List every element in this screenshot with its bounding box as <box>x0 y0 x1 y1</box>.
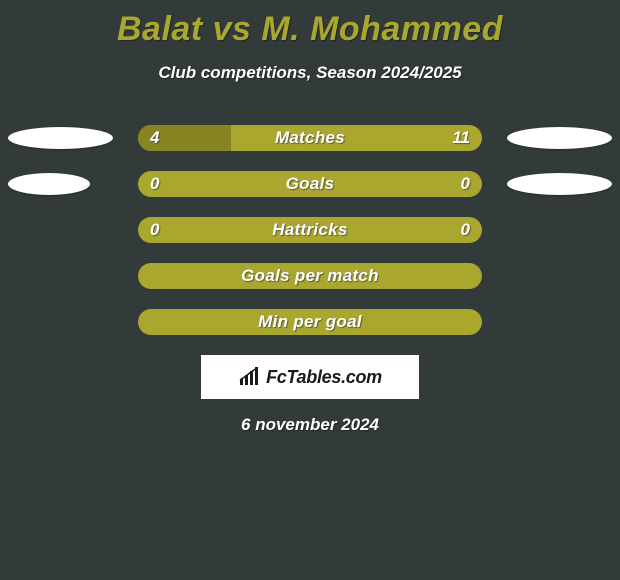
footer-date: 6 november 2024 <box>0 415 620 435</box>
stat-label: Min per goal <box>138 309 482 335</box>
stat-bar: 411Matches <box>138 125 482 151</box>
right-indicator-ellipse <box>507 173 612 195</box>
stat-bar: Min per goal <box>138 309 482 335</box>
bar-chart-icon <box>238 367 260 387</box>
stat-row: 411Matches <box>0 115 620 161</box>
page-title: Balat vs M. Mohammed <box>0 0 620 49</box>
stat-row: 00Hattricks <box>0 207 620 253</box>
stat-label: Goals <box>138 171 482 197</box>
attribution-badge: FcTables.com <box>201 355 419 399</box>
left-indicator-ellipse <box>8 173 90 195</box>
attribution-text: FcTables.com <box>266 367 382 388</box>
stat-label: Goals per match <box>138 263 482 289</box>
stat-bar: 00Goals <box>138 171 482 197</box>
stat-bar: Goals per match <box>138 263 482 289</box>
stat-row: Min per goal <box>0 299 620 345</box>
stat-row: Goals per match <box>0 253 620 299</box>
stat-row: 00Goals <box>0 161 620 207</box>
left-indicator-ellipse <box>8 127 113 149</box>
stat-bar: 00Hattricks <box>138 217 482 243</box>
stats-rows: 411Matches 00Goals 00Hattricks Goals per ma… <box>0 115 620 345</box>
right-indicator-ellipse <box>507 127 612 149</box>
stat-label: Hattricks <box>138 217 482 243</box>
page-subtitle: Club competitions, Season 2024/2025 <box>0 63 620 83</box>
stat-label: Matches <box>138 125 482 151</box>
